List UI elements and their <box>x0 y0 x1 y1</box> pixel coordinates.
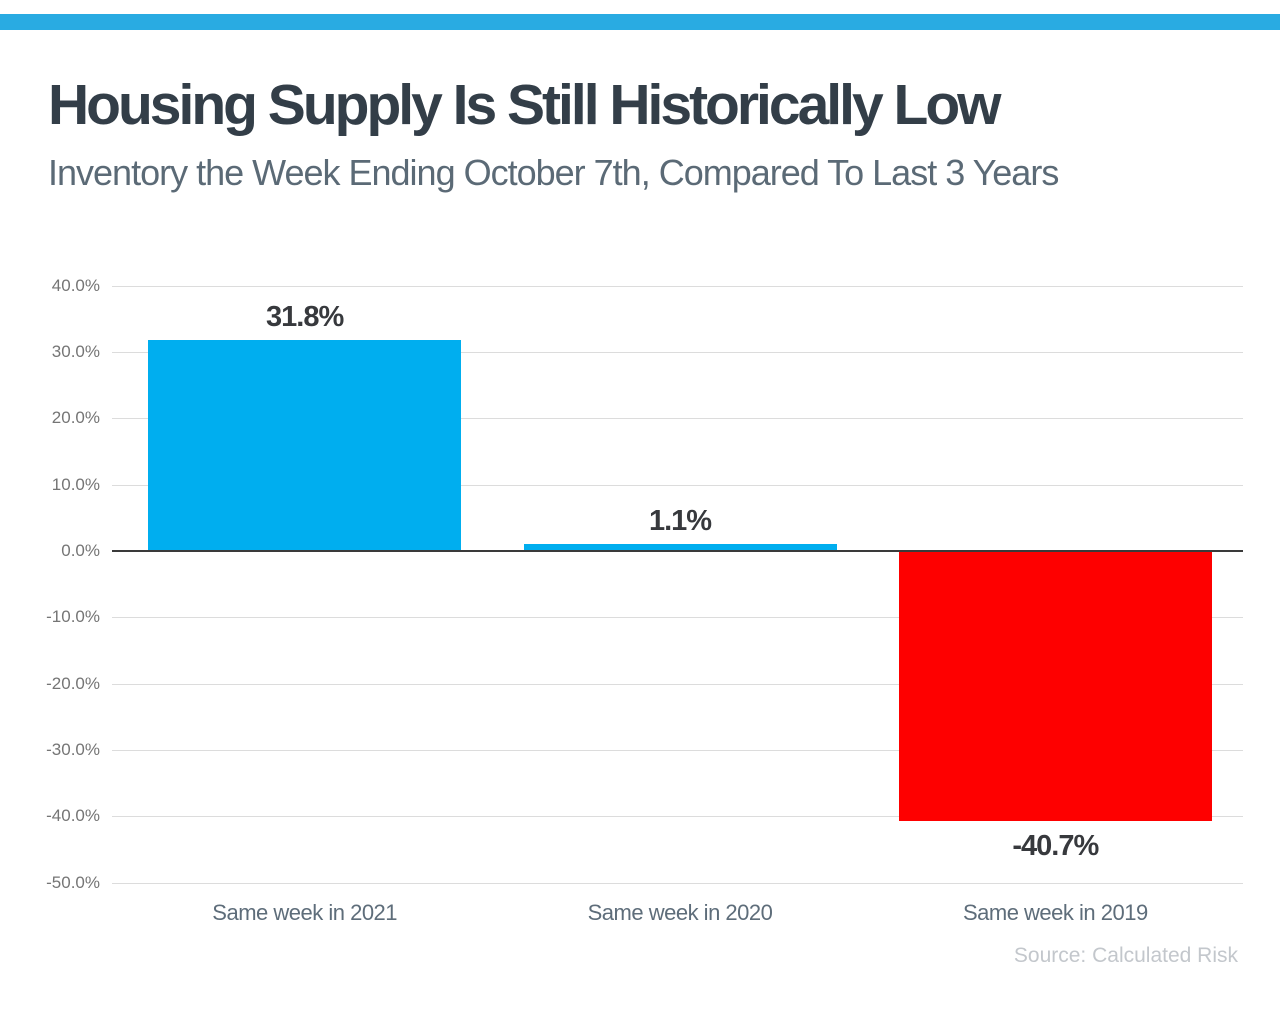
gridline <box>112 816 1243 818</box>
y-tick-label: -50.0% <box>46 872 100 892</box>
x-category-label: Same week in 2020 <box>587 900 773 925</box>
y-tick-label: -10.0% <box>46 607 100 627</box>
chart-subtitle: Inventory the Week Ending October 7th, C… <box>48 152 1059 193</box>
y-tick-label: -40.0% <box>46 806 100 826</box>
y-tick-label: 0.0% <box>61 541 100 560</box>
y-tick-label: -20.0% <box>46 673 100 693</box>
bar-same-week-in-2021 <box>148 340 462 551</box>
gridline <box>112 683 1243 685</box>
gridline <box>112 882 1243 884</box>
y-tick-label: 30.0% <box>51 342 100 361</box>
header-accent-bar <box>0 14 1280 30</box>
gridline <box>112 484 1243 486</box>
gridline <box>112 749 1243 751</box>
gridline <box>112 285 1243 287</box>
gridline <box>112 418 1243 420</box>
bar-same-week-in-2019 <box>898 551 1212 821</box>
y-tick-label: 10.0% <box>51 474 100 494</box>
bar-value-label: 31.8% <box>266 301 344 334</box>
gridline <box>112 352 1243 353</box>
y-tick-label: -30.0% <box>46 739 100 759</box>
source-credit: Source: Calculated Risk <box>1013 944 1238 967</box>
x-category-label: Same week in 2021 <box>212 900 398 925</box>
chart-title: Housing Supply Is Still Historically Low <box>48 73 1001 137</box>
bar-value-label: -40.7% <box>1012 829 1099 862</box>
zero-axis-line <box>112 550 1243 552</box>
bar-same-week-in-2020 <box>523 543 837 551</box>
bar-value-label: 1.1% <box>648 504 712 537</box>
x-category-label: Same week in 2019 <box>962 900 1148 925</box>
y-tick-label: 20.0% <box>51 408 100 428</box>
y-tick-label: 40.0% <box>51 275 100 295</box>
gridline <box>112 617 1243 619</box>
